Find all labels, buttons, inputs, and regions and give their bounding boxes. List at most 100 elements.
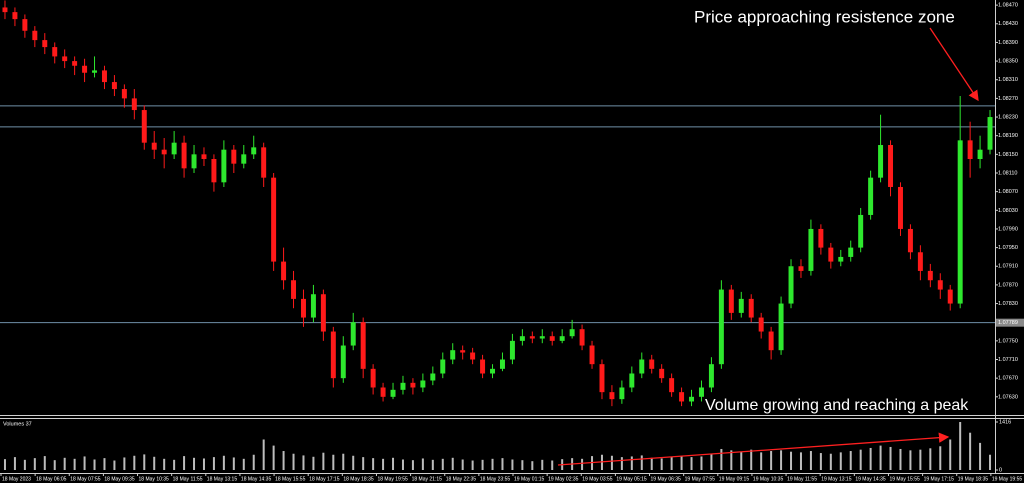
x-tick-label: 19 May 07:55 [685, 476, 716, 482]
volume-bar [123, 457, 126, 470]
volume-bar [859, 449, 862, 470]
candle-body [738, 298, 744, 313]
volume-bar [401, 459, 404, 470]
volume-bar [989, 454, 992, 470]
candle-body [420, 380, 426, 388]
candle-body [82, 65, 88, 73]
candle-body [370, 368, 376, 388]
candle-body [718, 289, 724, 365]
candle-body [390, 389, 396, 397]
candle-body [111, 82, 117, 90]
x-tick-label: 19 May 10:35 [753, 476, 784, 482]
candle-body [72, 61, 78, 66]
x-tick-label: 18 May 15:55 [275, 476, 306, 482]
volume-bar [680, 455, 683, 470]
y-tick-label: 1.08270 [998, 96, 1018, 102]
volume-bar [232, 457, 235, 470]
volume-bar [461, 459, 464, 470]
candle-body [101, 70, 107, 83]
volume-bar [481, 459, 484, 470]
candle-body [848, 247, 854, 257]
candle-body [549, 336, 555, 341]
volume-bar [202, 458, 205, 470]
candle-body [818, 228, 824, 248]
candle-body [281, 261, 287, 281]
volume-bar [750, 449, 753, 470]
candle-body [171, 142, 177, 155]
candle-body [728, 289, 734, 313]
x-tick-label: 19 May 17:15 [924, 476, 955, 482]
volume-bar [352, 455, 355, 470]
volume-bar [173, 459, 176, 470]
volume-bar [183, 456, 186, 470]
candle-body [897, 186, 903, 229]
x-tick-label: 19 May 13:15 [821, 476, 852, 482]
volume-bar [879, 445, 882, 470]
candle-body [121, 89, 127, 99]
candle-body [609, 392, 615, 400]
volume-bar [829, 453, 832, 470]
x-tick-label: 18 May 11:55 [173, 476, 203, 482]
volume-bar [790, 451, 793, 470]
candle-body [400, 382, 406, 390]
volume-bar [302, 455, 305, 470]
candle-body [310, 294, 316, 318]
annotation-arrow [929, 27, 979, 102]
volume-bar [949, 439, 952, 470]
volume-bar [133, 455, 136, 470]
candle-body [778, 303, 784, 351]
volume-bar [511, 459, 514, 470]
volume-bar [869, 447, 872, 470]
volume-bar [73, 458, 76, 470]
x-tick-label: 18 May 06:05 [36, 476, 67, 482]
volume-bar [272, 445, 275, 470]
volume-bar [411, 460, 414, 470]
volume-bar [640, 455, 643, 470]
volume-bar [610, 455, 613, 470]
volume-bar [929, 448, 932, 470]
candle-body [291, 280, 297, 299]
candle-body [619, 387, 625, 400]
x-tick-label: 19 May 01:15 [514, 476, 545, 482]
x-tick-label: 18 May 21:15 [412, 476, 443, 482]
y-tick-label: 1.08350 [998, 59, 1018, 65]
candle-body [22, 19, 28, 31]
volume-bar [23, 459, 26, 470]
x-tick-label: 19 May 18:35 [958, 476, 989, 482]
volume-bar [799, 452, 802, 470]
y-tick-label: 1.07630 [998, 394, 1018, 400]
candle-body [947, 289, 953, 304]
candle-body [937, 280, 943, 290]
candle-body [838, 256, 844, 262]
volume-bar [909, 450, 912, 470]
volume-bar [730, 450, 733, 470]
candle-body [698, 387, 704, 397]
volume-bar [849, 451, 852, 470]
y-tick-label: 1.08030 [998, 208, 1018, 214]
volume-bar [43, 456, 46, 470]
candle-body [589, 345, 595, 365]
x-tick-label: 18 May 17:15 [309, 476, 340, 482]
volume-bar [471, 460, 474, 470]
candle-body [221, 149, 227, 183]
candle-body [967, 140, 973, 160]
candle-body [330, 331, 336, 379]
x-tick-label: 18 May 23:55 [480, 476, 511, 482]
candle-body [430, 373, 436, 381]
candle-body [380, 387, 386, 397]
y-tick-label: 1.08470 [998, 3, 1018, 9]
candle-body [410, 382, 416, 388]
volume-bar [939, 446, 942, 470]
annotation: Price approaching resistence zone [694, 7, 955, 26]
x-tick-label: 19 May 11:55 [787, 476, 817, 482]
y-tick-label: 1.07670 [998, 376, 1018, 382]
candle-body [629, 373, 635, 388]
candle-body [927, 270, 933, 281]
volume-bar [113, 460, 116, 470]
volume-bar [193, 457, 196, 470]
volume-bar [53, 460, 56, 470]
candle-body [768, 331, 774, 351]
candle-body [649, 359, 655, 369]
